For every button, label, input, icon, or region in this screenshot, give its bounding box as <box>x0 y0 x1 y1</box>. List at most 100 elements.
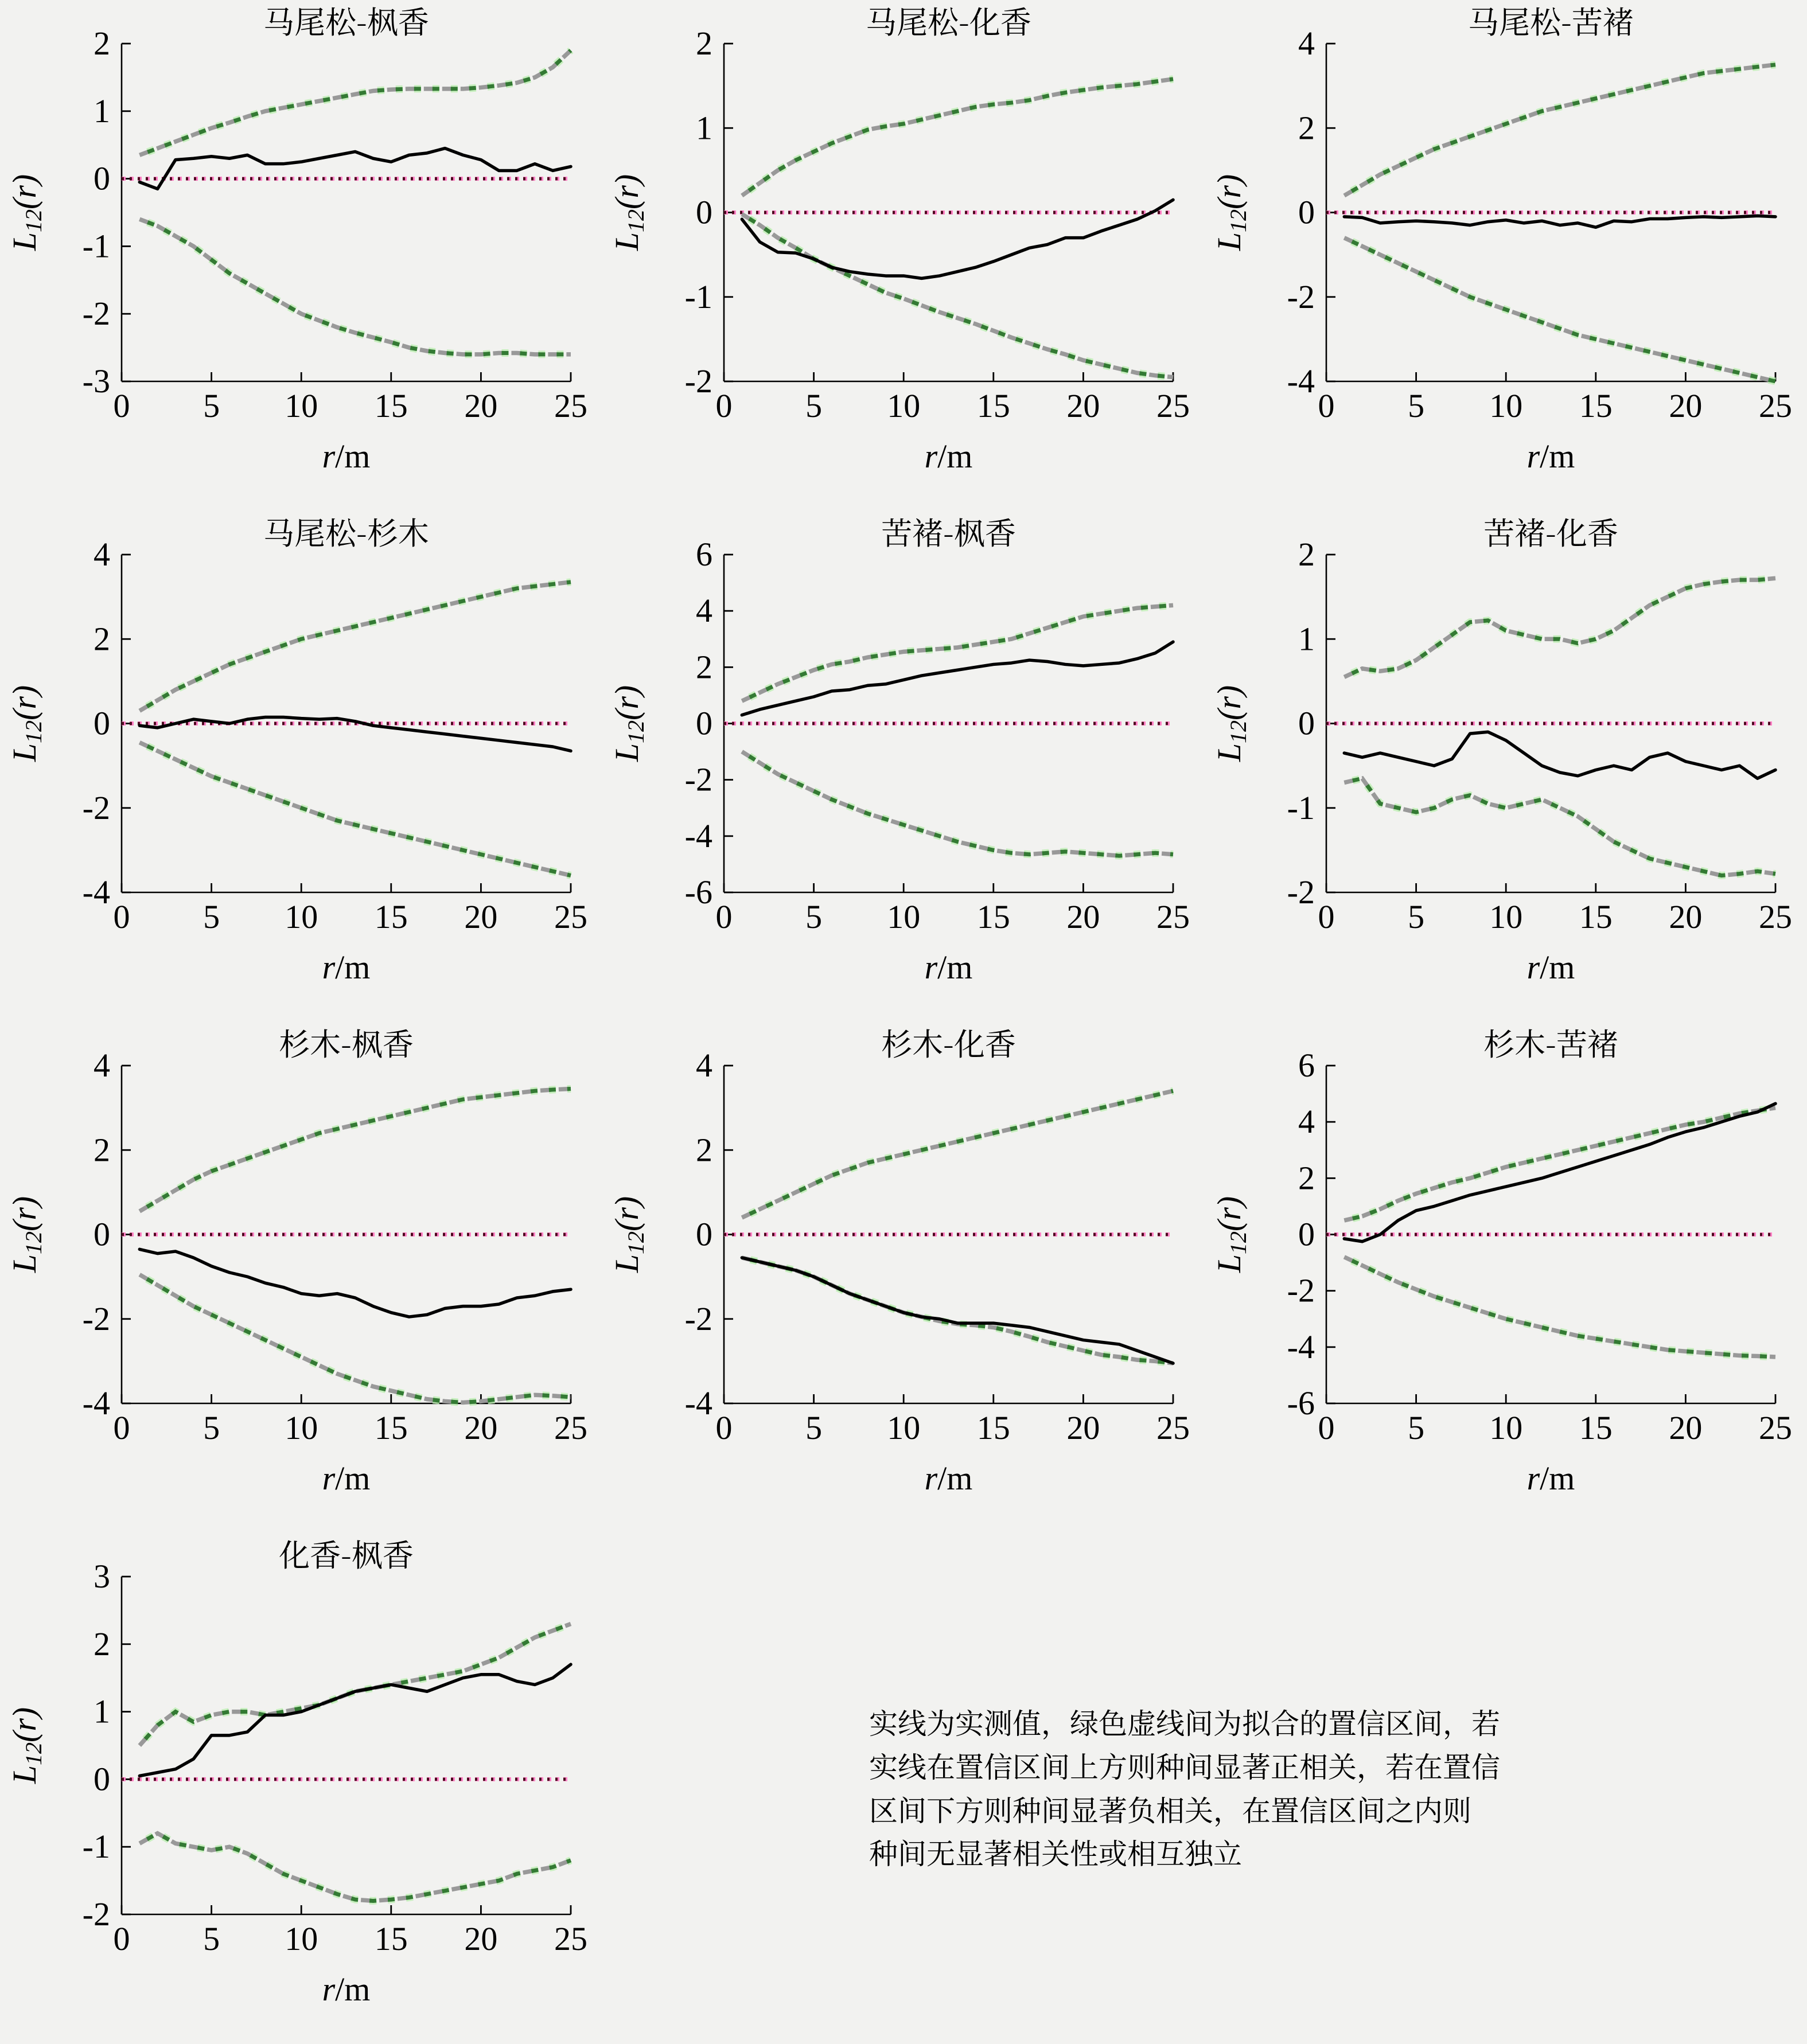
svg-text:-2: -2 <box>1287 873 1315 911</box>
svg-text:杉木-枫香: 杉木-枫香 <box>279 1022 414 1064</box>
svg-text:0: 0 <box>1298 705 1315 742</box>
svg-text:1: 1 <box>696 109 712 146</box>
svg-text:5: 5 <box>1408 1409 1424 1446</box>
svg-text:L12(r): L12(r) <box>608 174 649 251</box>
svg-text:10: 10 <box>285 898 318 935</box>
svg-text:0: 0 <box>716 898 733 935</box>
svg-text:2: 2 <box>94 1131 110 1168</box>
svg-text:2: 2 <box>1298 536 1315 573</box>
svg-text:-2: -2 <box>83 1895 110 1933</box>
svg-text:化香-枫香: 化香-枫香 <box>279 1533 414 1575</box>
svg-text:2: 2 <box>696 648 712 685</box>
svg-text:-2: -2 <box>83 1300 110 1337</box>
svg-text:15: 15 <box>375 1920 408 1957</box>
svg-text:马尾松-杉木: 马尾松-杉木 <box>263 511 429 553</box>
svg-text:15: 15 <box>977 898 1010 935</box>
svg-text:15: 15 <box>375 1409 408 1446</box>
svg-text:L12(r): L12(r) <box>6 1196 46 1273</box>
svg-text:-4: -4 <box>685 1384 712 1422</box>
svg-text:苦褚-枫香: 苦褚-枫香 <box>881 511 1016 553</box>
svg-text:-2: -2 <box>685 362 712 400</box>
svg-text:-4: -4 <box>83 1384 110 1422</box>
svg-text:4: 4 <box>696 592 712 629</box>
svg-text:2: 2 <box>696 25 712 62</box>
svg-text:-3: -3 <box>83 362 110 400</box>
svg-text:0: 0 <box>1298 194 1315 231</box>
svg-text:-2: -2 <box>83 295 110 332</box>
svg-text:25: 25 <box>554 1409 587 1446</box>
svg-text:-1: -1 <box>685 278 712 315</box>
svg-text:1: 1 <box>1298 620 1315 657</box>
svg-text:10: 10 <box>887 387 920 424</box>
svg-text:10: 10 <box>285 1409 318 1446</box>
svg-text:6: 6 <box>1298 1047 1315 1084</box>
svg-text:25: 25 <box>1759 1409 1792 1446</box>
svg-text:L12(r): L12(r) <box>6 174 46 251</box>
svg-text:-2: -2 <box>1287 278 1315 315</box>
svg-text:0: 0 <box>94 1760 110 1797</box>
svg-text:-1: -1 <box>83 1828 110 1865</box>
svg-text:15: 15 <box>1579 898 1613 935</box>
svg-text:5: 5 <box>805 387 822 424</box>
svg-text:4: 4 <box>94 1047 110 1084</box>
svg-text:-2: -2 <box>83 789 110 826</box>
svg-text:r/m: r/m <box>1527 949 1575 986</box>
svg-text:25: 25 <box>1759 898 1792 935</box>
svg-text:0: 0 <box>94 160 110 197</box>
svg-text:L12(r): L12(r) <box>6 1707 46 1784</box>
svg-text:25: 25 <box>554 387 587 424</box>
svg-text:25: 25 <box>1156 387 1190 424</box>
svg-text:20: 20 <box>1066 1409 1100 1446</box>
svg-text:5: 5 <box>805 898 822 935</box>
svg-text:L12(r): L12(r) <box>1210 685 1251 762</box>
svg-text:2: 2 <box>94 1625 110 1663</box>
svg-text:L12(r): L12(r) <box>1210 174 1251 251</box>
svg-text:10: 10 <box>285 1920 318 1957</box>
svg-text:4: 4 <box>1298 25 1315 62</box>
svg-text:-4: -4 <box>83 873 110 911</box>
svg-text:-1: -1 <box>1287 789 1315 826</box>
svg-text:4: 4 <box>696 1047 712 1084</box>
svg-text:r/m: r/m <box>925 949 973 986</box>
svg-text:10: 10 <box>285 387 318 424</box>
svg-text:0: 0 <box>696 1216 712 1253</box>
svg-text:苦褚-化香: 苦褚-化香 <box>1483 511 1618 553</box>
svg-text:-6: -6 <box>685 873 712 911</box>
svg-text:5: 5 <box>203 1920 220 1957</box>
svg-text:10: 10 <box>887 1409 920 1446</box>
svg-text:马尾松-枫香: 马尾松-枫香 <box>263 0 429 42</box>
svg-text:0: 0 <box>114 387 130 424</box>
svg-text:2: 2 <box>696 1131 712 1168</box>
svg-text:10: 10 <box>1489 387 1522 424</box>
svg-text:2: 2 <box>94 25 110 62</box>
svg-text:0: 0 <box>1318 1409 1335 1446</box>
svg-text:1: 1 <box>94 92 110 130</box>
svg-text:r/m: r/m <box>322 438 371 475</box>
svg-text:4: 4 <box>1298 1103 1315 1140</box>
svg-text:r/m: r/m <box>925 438 973 475</box>
svg-text:25: 25 <box>1156 898 1190 935</box>
svg-text:0: 0 <box>1298 1216 1315 1253</box>
svg-text:2: 2 <box>94 620 110 657</box>
svg-text:-4: -4 <box>685 817 712 855</box>
svg-text:5: 5 <box>203 1409 220 1446</box>
svg-text:15: 15 <box>375 387 408 424</box>
svg-text:r/m: r/m <box>1527 438 1575 475</box>
svg-text:0: 0 <box>94 1216 110 1253</box>
svg-text:20: 20 <box>1066 387 1100 424</box>
svg-text:杉木-化香: 杉木-化香 <box>881 1022 1016 1064</box>
svg-text:5: 5 <box>203 387 220 424</box>
svg-text:L12(r): L12(r) <box>1210 1196 1251 1273</box>
svg-text:0: 0 <box>94 705 110 742</box>
svg-text:r/m: r/m <box>1527 1460 1575 1497</box>
svg-text:20: 20 <box>464 1920 497 1957</box>
svg-text:L12(r): L12(r) <box>608 685 649 762</box>
svg-text:-6: -6 <box>1287 1384 1315 1422</box>
svg-text:L12(r): L12(r) <box>6 685 46 762</box>
svg-text:20: 20 <box>1066 898 1100 935</box>
svg-text:-4: -4 <box>1287 1328 1315 1366</box>
svg-text:5: 5 <box>1408 387 1424 424</box>
svg-text:0: 0 <box>114 1920 130 1957</box>
svg-text:L12(r): L12(r) <box>608 1196 649 1273</box>
svg-text:0: 0 <box>1318 898 1335 935</box>
